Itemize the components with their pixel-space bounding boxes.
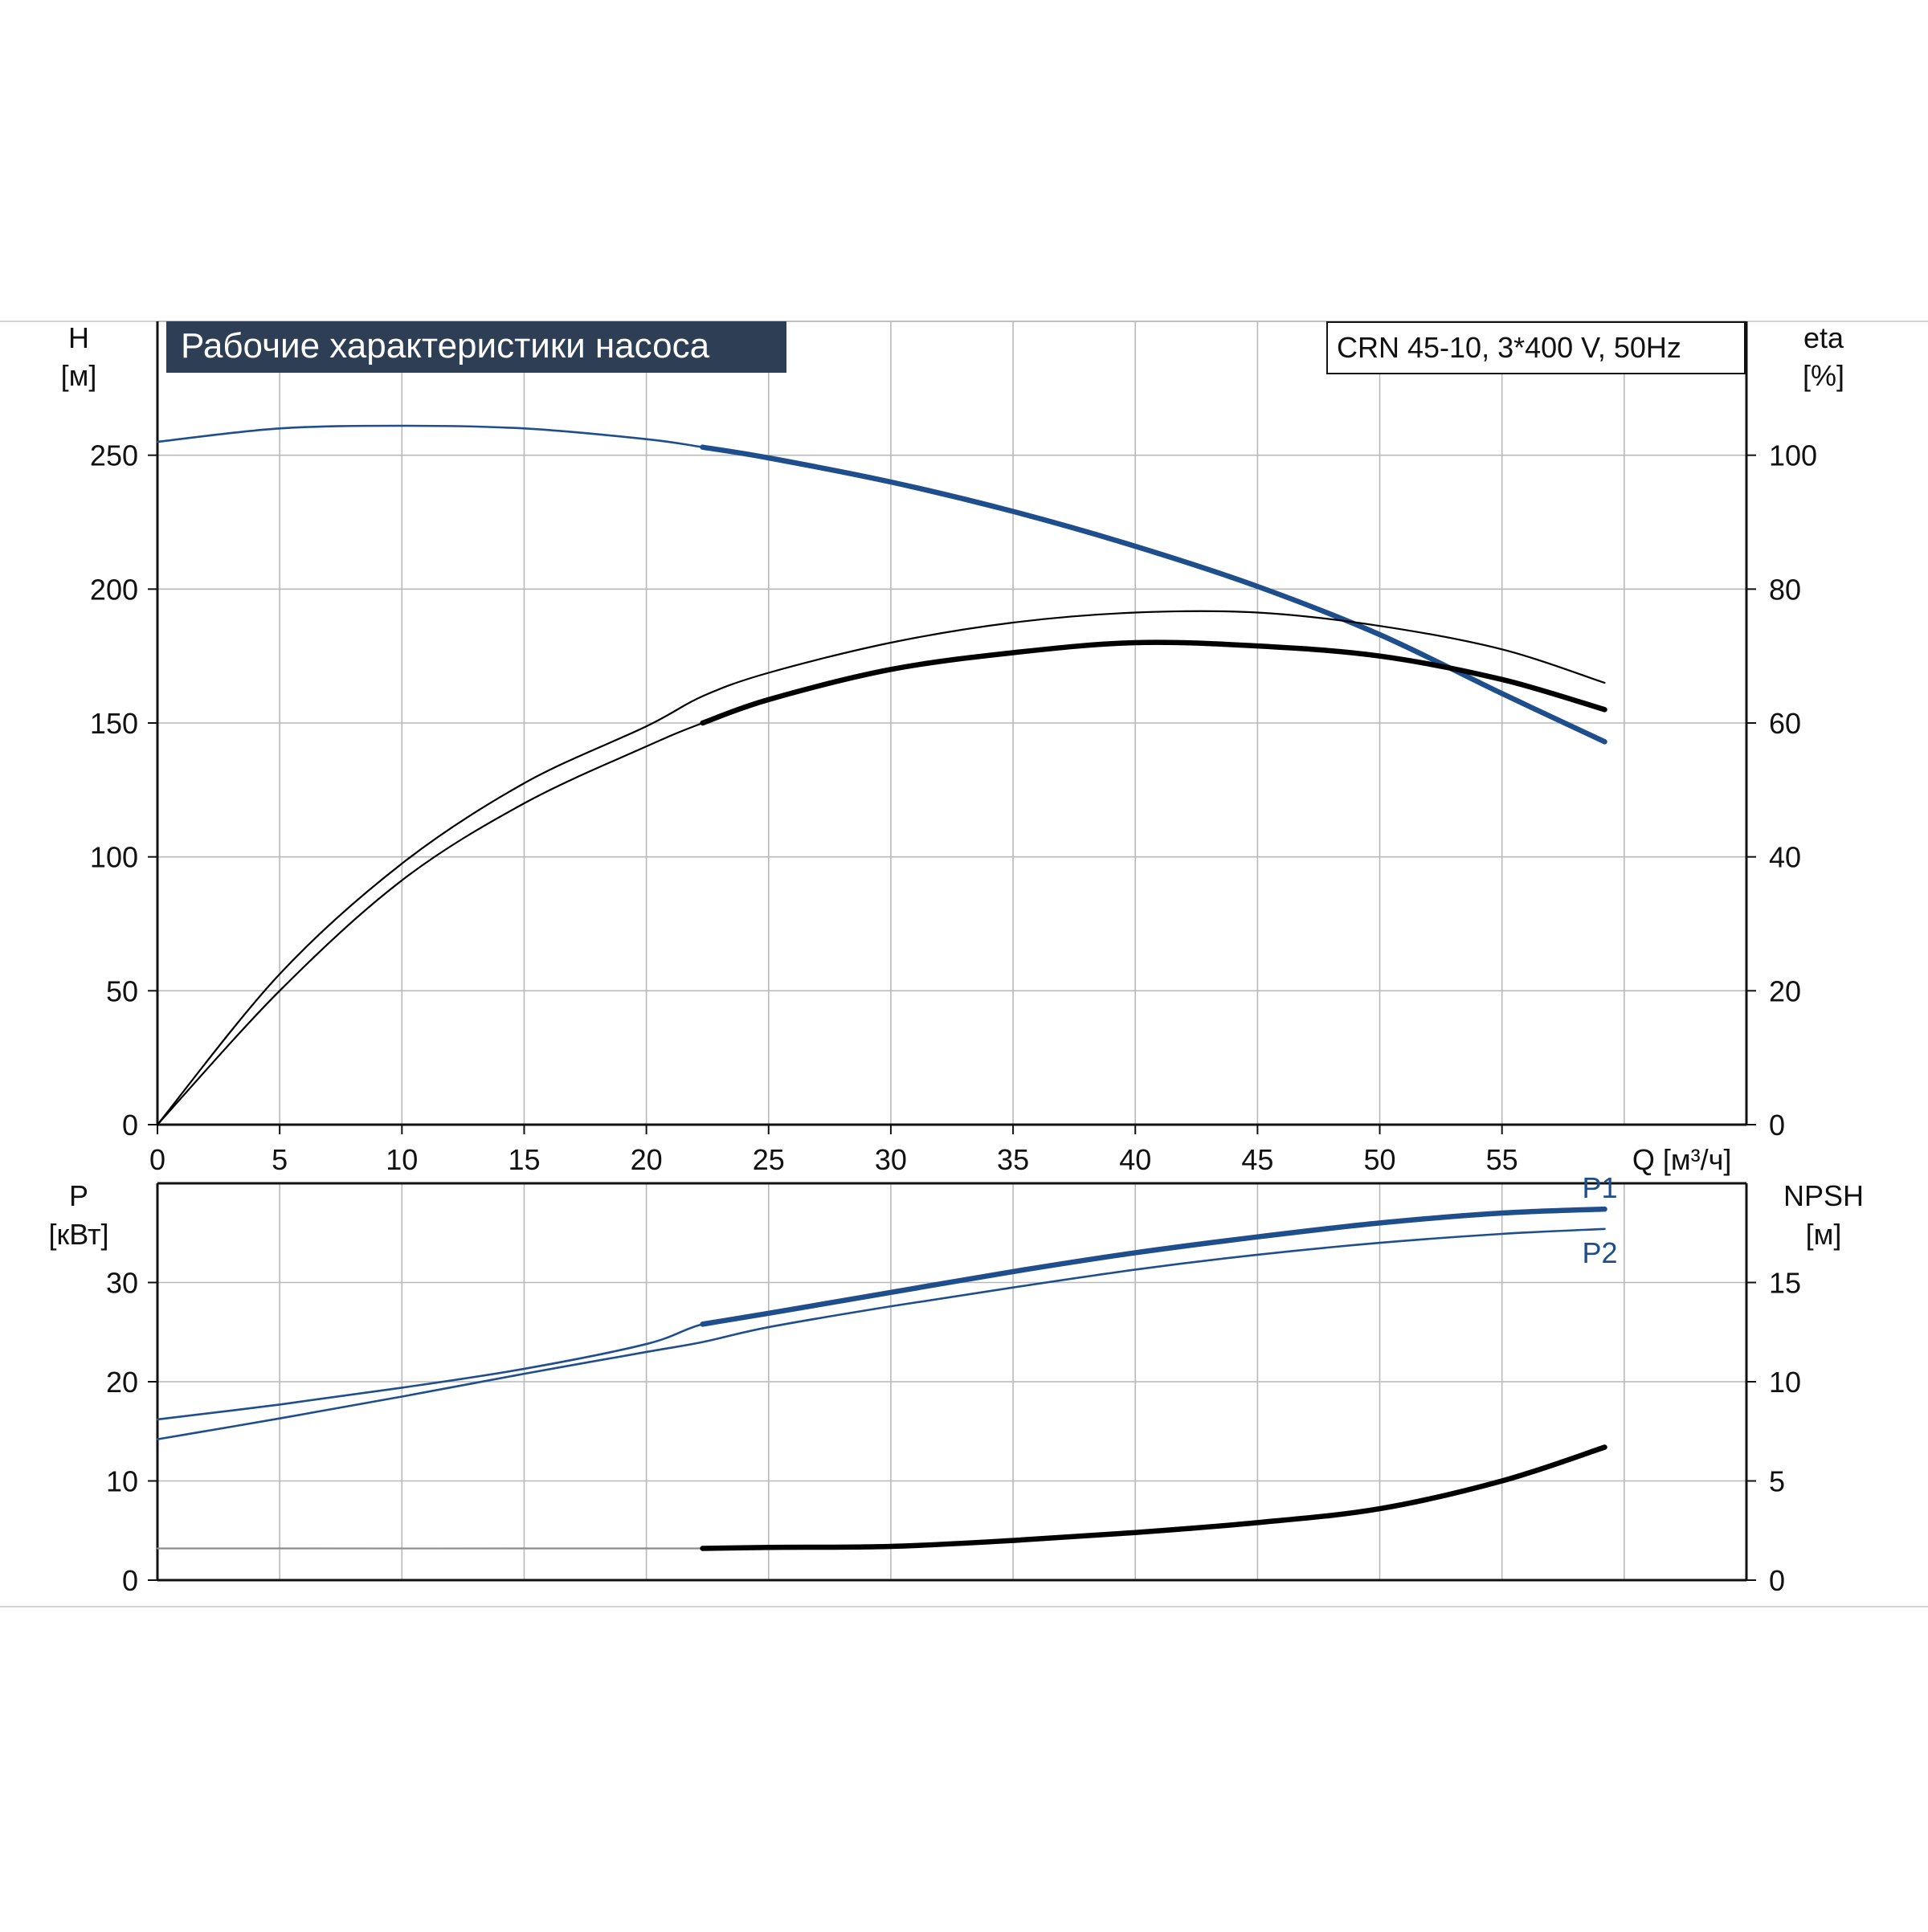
- top-left-tick-label: 0: [122, 1109, 138, 1142]
- p1-curve: [156, 1207, 1606, 1421]
- top-right-tick-label: 80: [1769, 573, 1801, 606]
- bottom-right-tick-label: 5: [1769, 1465, 1785, 1498]
- p2-curve-label: P2: [1583, 1236, 1618, 1269]
- top-right-axis-title: eta: [1803, 321, 1844, 354]
- data-series: [156, 424, 1607, 1551]
- grid: [157, 321, 1746, 1580]
- top-right-tick-label: 20: [1769, 974, 1801, 1007]
- top-right-axis-unit: [%]: [1803, 359, 1844, 392]
- x-tick-label: 50: [1364, 1143, 1396, 1176]
- p2-curve: [156, 1227, 1606, 1440]
- x-axis-label: Q [м³/ч]: [1632, 1143, 1732, 1176]
- x-tick-label: 10: [386, 1143, 418, 1176]
- top-left-tick-label: 250: [90, 439, 138, 472]
- bottom-right-tick-label: 10: [1769, 1366, 1801, 1399]
- bottom-left-tick-label: 0: [122, 1564, 138, 1597]
- head-curve-operating-range: [700, 444, 1607, 745]
- x-tick-label: 55: [1486, 1143, 1518, 1176]
- bottom-left-tick-label: 30: [106, 1267, 138, 1300]
- top-left-tick-label: 100: [90, 841, 138, 874]
- efficiency-lower-curve: [156, 641, 1606, 1126]
- top-left-axis-unit: [м]: [61, 359, 97, 392]
- bottom-right-tick-label: 15: [1769, 1267, 1801, 1300]
- x-tick-label: 40: [1119, 1143, 1151, 1176]
- top-left-tick-label: 150: [90, 707, 138, 740]
- bottom-left-axis-unit: [кВт]: [48, 1218, 108, 1251]
- bottom-left-tick-label: 10: [106, 1465, 138, 1498]
- labels: Рабочие характеристики насоса CRN 45-10,…: [48, 321, 1864, 1597]
- title-box-bg: [166, 321, 786, 373]
- x-tick-label: 25: [753, 1143, 785, 1176]
- top-right-tick-label: 0: [1769, 1109, 1785, 1142]
- top-right-tick-label: 60: [1769, 707, 1801, 740]
- efficiency-upper-curve: [156, 610, 1606, 1126]
- bottom-left-tick-label: 20: [106, 1366, 138, 1399]
- efficiency-lower-curve-operating-range: [700, 639, 1607, 726]
- top-left-tick-label: 50: [106, 974, 138, 1007]
- model-label: CRN 45-10, 3*400 V, 50Hz: [1337, 331, 1681, 364]
- x-tick-label: 5: [272, 1143, 288, 1176]
- axes: [148, 321, 1756, 1582]
- x-tick-label: 15: [508, 1143, 540, 1176]
- top-left-tick-label: 200: [90, 573, 138, 606]
- npsh-curve-operating-range: [700, 1444, 1607, 1551]
- x-tick-label: 30: [875, 1143, 907, 1176]
- model-box: [1326, 321, 1746, 374]
- bottom-left-axis-title: P: [69, 1179, 88, 1212]
- x-tick-label: 20: [631, 1143, 663, 1176]
- bottom-right-tick-label: 0: [1769, 1564, 1785, 1597]
- top-right-tick-label: 100: [1769, 439, 1817, 472]
- p1-curve-label: P1: [1583, 1171, 1618, 1204]
- top-right-tick-label: 40: [1769, 841, 1801, 874]
- p1-curve-operating-range: [700, 1206, 1607, 1327]
- x-tick-label: 35: [997, 1143, 1029, 1176]
- x-tick-label: 45: [1241, 1143, 1273, 1176]
- head-curve: [156, 424, 1606, 743]
- x-tick-label: 0: [149, 1143, 165, 1176]
- bottom-right-axis-title: NPSH: [1783, 1179, 1864, 1212]
- bottom-right-axis-unit: [м]: [1806, 1218, 1842, 1251]
- top-left-axis-title: H: [68, 321, 89, 354]
- npsh-curve: [156, 1446, 1606, 1550]
- chart-title: Рабочие характеристики насоса: [181, 326, 710, 366]
